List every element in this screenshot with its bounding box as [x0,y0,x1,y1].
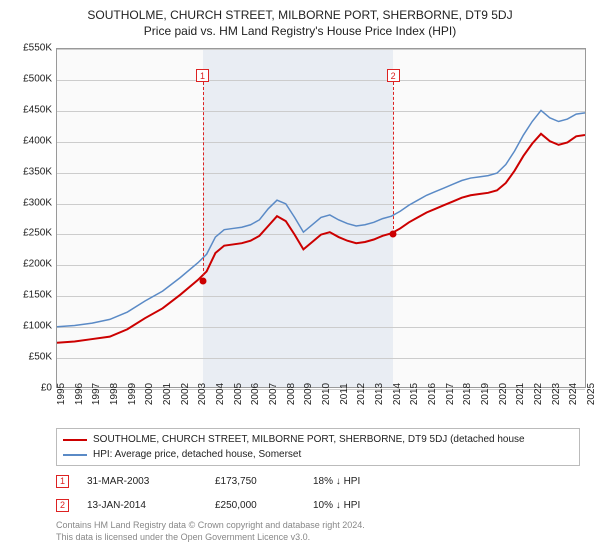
x-tick-label: 1999 [127,383,138,405]
y-tick-label: £550K [10,43,52,54]
x-tick-label: 2010 [321,383,332,405]
y-tick-label: £0 [10,383,52,394]
x-tick-label: 2018 [462,383,473,405]
y-tick-label: £100K [10,321,52,332]
legend: SOUTHOLME, CHURCH STREET, MILBORNE PORT,… [56,428,580,466]
marker-box: 2 [387,69,400,82]
y-tick-label: £350K [10,166,52,177]
x-tick-label: 2015 [409,383,420,405]
marker-dot [199,278,206,285]
legend-row: HPI: Average price, detached house, Some… [63,447,573,462]
line-chart-svg [57,49,585,387]
legend-swatch [63,454,87,456]
x-tick-label: 2019 [480,383,491,405]
x-tick-label: 2007 [268,383,279,405]
x-tick-label: 2021 [515,383,526,405]
x-tick-label: 2005 [233,383,244,405]
x-tick-label: 2000 [144,383,155,405]
sale-price: £173,750 [215,476,295,487]
series-line-hpi [57,110,585,326]
y-tick-label: £500K [10,73,52,84]
x-tick-label: 1997 [91,383,102,405]
y-tick-label: £400K [10,135,52,146]
legend-label: SOUTHOLME, CHURCH STREET, MILBORNE PORT,… [93,434,525,445]
sale-diff: 10% ↓ HPI [313,500,413,511]
legend-row: SOUTHOLME, CHURCH STREET, MILBORNE PORT,… [63,432,573,447]
y-tick-label: £50K [10,352,52,363]
sale-diff: 18% ↓ HPI [313,476,413,487]
x-tick-label: 1995 [56,383,67,405]
x-tick-label: 2002 [180,383,191,405]
marker-box: 1 [196,69,209,82]
x-tick-label: 2004 [215,383,226,405]
y-tick-label: £200K [10,259,52,270]
x-tick-label: 2001 [162,383,173,405]
sale-marker-box: 2 [56,499,69,512]
y-tick-label: £150K [10,290,52,301]
x-tick-label: 2012 [356,383,367,405]
footer: Contains HM Land Registry data © Crown c… [56,520,580,543]
legend-swatch [63,439,87,441]
x-tick-label: 2023 [551,383,562,405]
y-tick-label: £450K [10,104,52,115]
chart-subtitle: Price paid vs. HM Land Registry's House … [10,24,590,38]
footer-line: This data is licensed under the Open Gov… [56,532,580,544]
x-tick-label: 2025 [586,383,597,405]
x-tick-label: 2008 [286,383,297,405]
chart-title: SOUTHOLME, CHURCH STREET, MILBORNE PORT,… [10,8,590,22]
sale-date: 13-JAN-2014 [87,500,197,511]
x-tick-label: 2022 [533,383,544,405]
y-tick-label: £250K [10,228,52,239]
sale-date: 31-MAR-2003 [87,476,197,487]
x-tick-label: 2006 [250,383,261,405]
x-tick-label: 2024 [568,383,579,405]
sale-row: 2 13-JAN-2014 £250,000 10% ↓ HPI [56,494,580,516]
x-tick-label: 2011 [339,383,350,405]
chart-area: 12 £0£50K£100K£150K£200K£250K£300K£350K£… [10,44,590,424]
chart-container: SOUTHOLME, CHURCH STREET, MILBORNE PORT,… [0,0,600,560]
x-tick-label: 2014 [392,383,403,405]
sale-row: 1 31-MAR-2003 £173,750 18% ↓ HPI [56,470,580,492]
marker-line [203,82,204,281]
x-tick-label: 1998 [109,383,120,405]
x-tick-label: 2003 [197,383,208,405]
marker-line [393,82,394,234]
x-tick-label: 1996 [74,383,85,405]
plot-area: 12 [56,48,586,388]
x-tick-label: 2016 [427,383,438,405]
x-tick-label: 2013 [374,383,385,405]
marker-dot [390,231,397,238]
sale-marker-box: 1 [56,475,69,488]
legend-label: HPI: Average price, detached house, Some… [93,449,301,460]
x-tick-label: 2020 [498,383,509,405]
x-tick-label: 2017 [445,383,456,405]
sale-price: £250,000 [215,500,295,511]
footer-line: Contains HM Land Registry data © Crown c… [56,520,580,532]
x-tick-label: 2009 [303,383,314,405]
y-tick-label: £300K [10,197,52,208]
